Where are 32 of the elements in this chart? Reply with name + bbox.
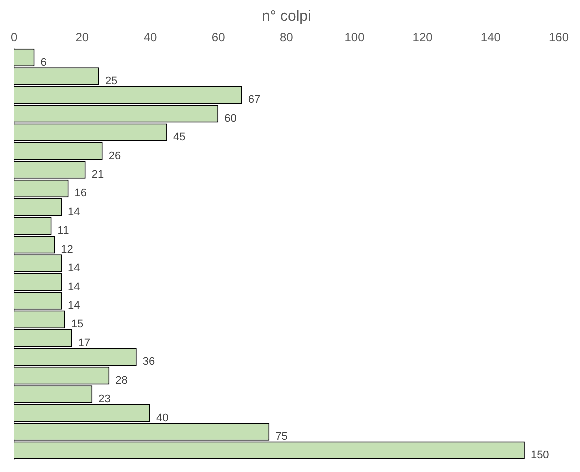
- data-label: 40: [156, 412, 169, 424]
- x-tick-label: 160: [548, 30, 570, 45]
- data-label: 6: [40, 56, 47, 69]
- data-label: 25: [105, 75, 118, 88]
- data-label: 17: [78, 337, 90, 350]
- data-label: 15: [71, 318, 84, 331]
- data-label: 21: [92, 169, 104, 182]
- data-label: 14: [68, 300, 80, 312]
- data-label: 11: [58, 225, 70, 238]
- x-tick-label: 140: [480, 30, 502, 45]
- data-label: 14: [68, 262, 80, 275]
- x-tick-label: 120: [412, 30, 434, 45]
- data-label: 14: [68, 206, 80, 218]
- data-label: 45: [174, 132, 186, 144]
- data-label: 60: [224, 112, 237, 125]
- x-tick-label: 80: [280, 30, 294, 45]
- data-label: 26: [108, 150, 122, 162]
- x-tick-label: 60: [212, 30, 226, 45]
- data-label: 67: [248, 94, 261, 106]
- data-label: 75: [276, 430, 288, 443]
- x-tick-label: 0: [10, 30, 18, 45]
- x-tick-label: 20: [76, 30, 90, 45]
- data-label: 16: [74, 188, 88, 200]
- data-label: 23: [98, 394, 111, 406]
- x-tick-label: 40: [144, 30, 158, 45]
- x-tick-label: 100: [344, 30, 366, 45]
- data-label: 28: [116, 374, 128, 387]
- data-label: 36: [142, 356, 156, 368]
- data-label: 12: [61, 244, 74, 256]
- data-label: 150: [530, 450, 550, 462]
- data-label: 14: [68, 281, 80, 294]
- x-axis-title: n° colpi: [262, 8, 312, 26]
